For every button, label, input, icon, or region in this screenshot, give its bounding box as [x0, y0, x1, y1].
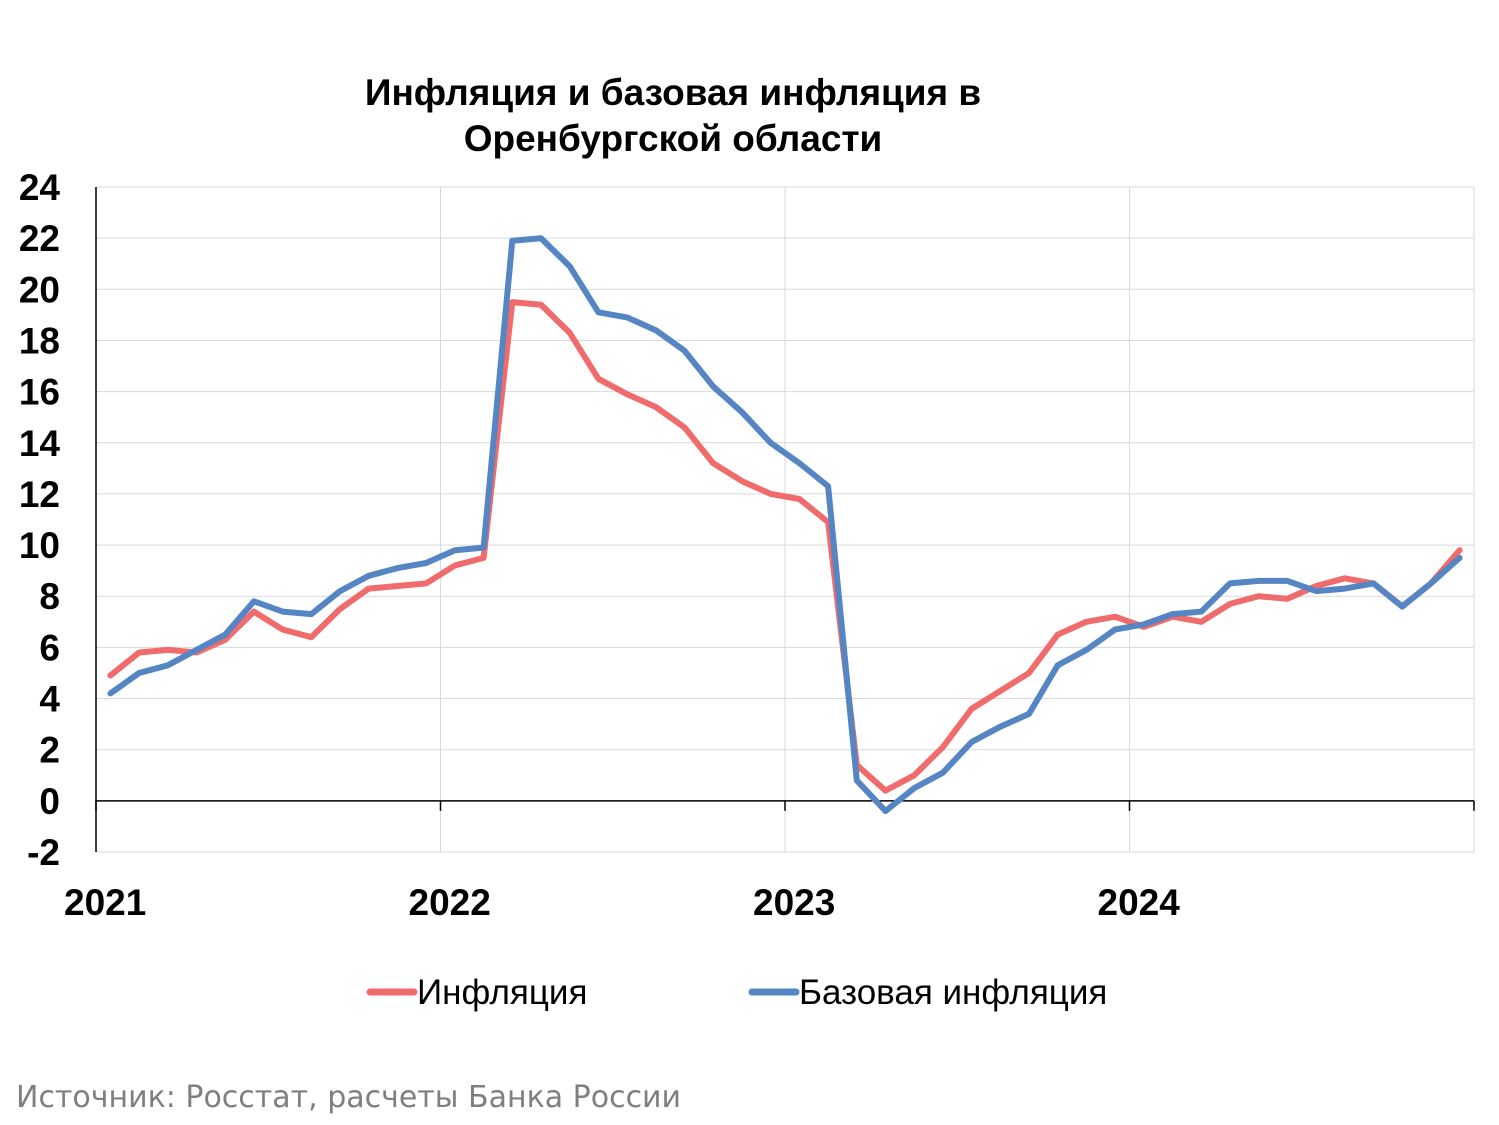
y-tick-label: 2 [39, 730, 60, 771]
x-tick-label: 2021 [64, 882, 146, 923]
legend-label-2: Базовая инфляция [799, 973, 1107, 1012]
y-tick-label: -2 [27, 832, 60, 873]
y-tick-label: 22 [19, 218, 60, 259]
y-tick-label: 14 [19, 423, 61, 464]
x-tick-label: 2024 [1098, 882, 1181, 923]
y-tick-label: 4 [39, 679, 60, 720]
x-tick-label: 2022 [409, 882, 491, 923]
y-tick-label: 20 [19, 269, 60, 310]
x-tick-label: 2023 [753, 882, 835, 923]
legend-label-1: Инфляция [417, 973, 587, 1012]
gridlines [96, 186, 1475, 853]
chart-title: Инфляция и базовая инфляция в Оренбургск… [0, 70, 1346, 162]
x-tick-labels: 2021 2022 2023 2024 [64, 882, 1180, 923]
series [107, 235, 1463, 815]
y-tick-label: 18 [19, 320, 60, 361]
chart-title-line1: Инфляция и базовая инфляция в [364, 72, 982, 113]
y-tick-label: 12 [19, 474, 60, 515]
series-line-2 [107, 235, 1463, 815]
y-tick-label: 24 [19, 167, 61, 208]
y-tick-label: 0 [39, 781, 60, 822]
y-tick-label: 10 [19, 525, 60, 566]
legend: Инфляция Базовая инфляция [366, 973, 1107, 1012]
chart-title-line2: Оренбургской области [463, 118, 883, 159]
series-line-1 [107, 299, 1463, 794]
axes [95, 187, 1475, 852]
y-tick-label: 16 [19, 372, 60, 413]
y-tick-label: 8 [39, 576, 60, 617]
y-tick-label: 6 [39, 627, 60, 668]
source-note: Источник: Росстат, расчеты Банка России [16, 1080, 682, 1115]
